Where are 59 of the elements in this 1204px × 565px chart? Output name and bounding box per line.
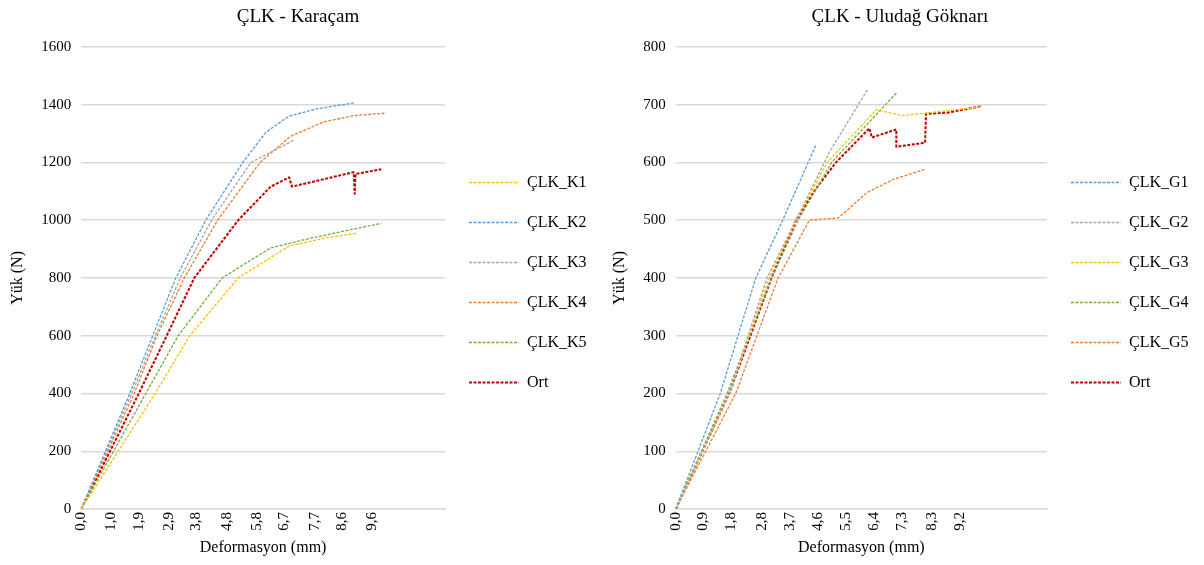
- legend-label: ÇLK_G1: [1129, 172, 1189, 191]
- x-axis-title: Deformasyon (mm): [798, 537, 925, 556]
- x-tick-label: 1,9: [129, 512, 146, 531]
- y-tick-label: 200: [48, 442, 72, 459]
- x-tick-label: 0,9: [694, 512, 711, 531]
- legend-label: ÇLK_K2: [527, 212, 587, 231]
- x-tick-label: 1,8: [722, 512, 739, 531]
- y-tick-label: 200: [643, 384, 666, 401]
- legend-label: ÇLK_G2: [1129, 212, 1189, 231]
- y-tick-label: 1400: [41, 95, 72, 112]
- y-tick-label: 1000: [41, 211, 72, 228]
- chart-title: ÇLK - Uludağ Göknarı: [811, 5, 989, 27]
- x-tick-label: 4,6: [808, 511, 825, 531]
- y-tick-label: 600: [48, 326, 72, 343]
- x-tick-label: 5,8: [247, 512, 264, 531]
- y-tick-label: 400: [643, 268, 666, 285]
- x-tick-label: 3,8: [187, 512, 204, 531]
- x-tick-label: 0,0: [72, 512, 89, 531]
- legend-label: Ort: [1129, 372, 1151, 390]
- legend-label: ÇLK_G4: [1129, 292, 1189, 311]
- x-tick-label: 8,3: [923, 512, 940, 531]
- legend-label: ÇLK_K1: [527, 172, 587, 191]
- y-tick-label: 0: [658, 499, 666, 516]
- y-tick-label: 1200: [41, 153, 72, 170]
- y-tick-label: 100: [643, 442, 666, 459]
- y-tick-label: 700: [643, 95, 666, 112]
- y-tick-label: 500: [643, 211, 666, 228]
- legend-label: ÇLK_G3: [1129, 252, 1189, 271]
- y-tick-label: 800: [643, 37, 666, 54]
- x-tick-label: 0,0: [666, 512, 683, 531]
- legend-label: ÇLK_K5: [527, 332, 587, 351]
- x-tick-label: 2,9: [160, 512, 177, 531]
- y-tick-label: 300: [643, 326, 666, 343]
- chart-title: ÇLK - Karaçam: [236, 5, 360, 27]
- legend-label: ÇLK_K3: [527, 252, 587, 271]
- legend-label: ÇLK_G5: [1129, 332, 1189, 351]
- y-axis-title: Yük (N): [609, 251, 628, 305]
- x-tick-label: 9,6: [363, 511, 380, 531]
- x-tick-label: 7,7: [305, 511, 322, 531]
- legend-label: ÇLK_K4: [527, 292, 587, 311]
- x-tick-label: 3,7: [781, 511, 798, 531]
- x-tick-label: 6,7: [275, 511, 292, 531]
- y-tick-label: 800: [48, 268, 72, 285]
- y-tick-label: 1600: [41, 37, 72, 54]
- x-tick-label: 9,2: [951, 512, 968, 531]
- y-tick-label: 400: [48, 384, 72, 401]
- x-tick-label: 2,8: [753, 512, 770, 531]
- x-tick-label: 5,5: [836, 512, 853, 531]
- y-tick-label: 0: [63, 499, 72, 516]
- x-axis-title: Deformasyon (mm): [199, 537, 327, 556]
- x-tick-label: 1,0: [102, 512, 119, 531]
- x-tick-label: 4,8: [217, 512, 234, 531]
- y-tick-label: 600: [643, 153, 666, 170]
- line-series: [675, 143, 817, 510]
- y-axis-title: Yük (N): [7, 251, 26, 305]
- x-tick-label: 7,3: [892, 512, 909, 531]
- x-tick-label: 6,4: [864, 511, 881, 531]
- x-tick-label: 8,6: [332, 511, 349, 531]
- legend-label: Ort: [527, 372, 549, 390]
